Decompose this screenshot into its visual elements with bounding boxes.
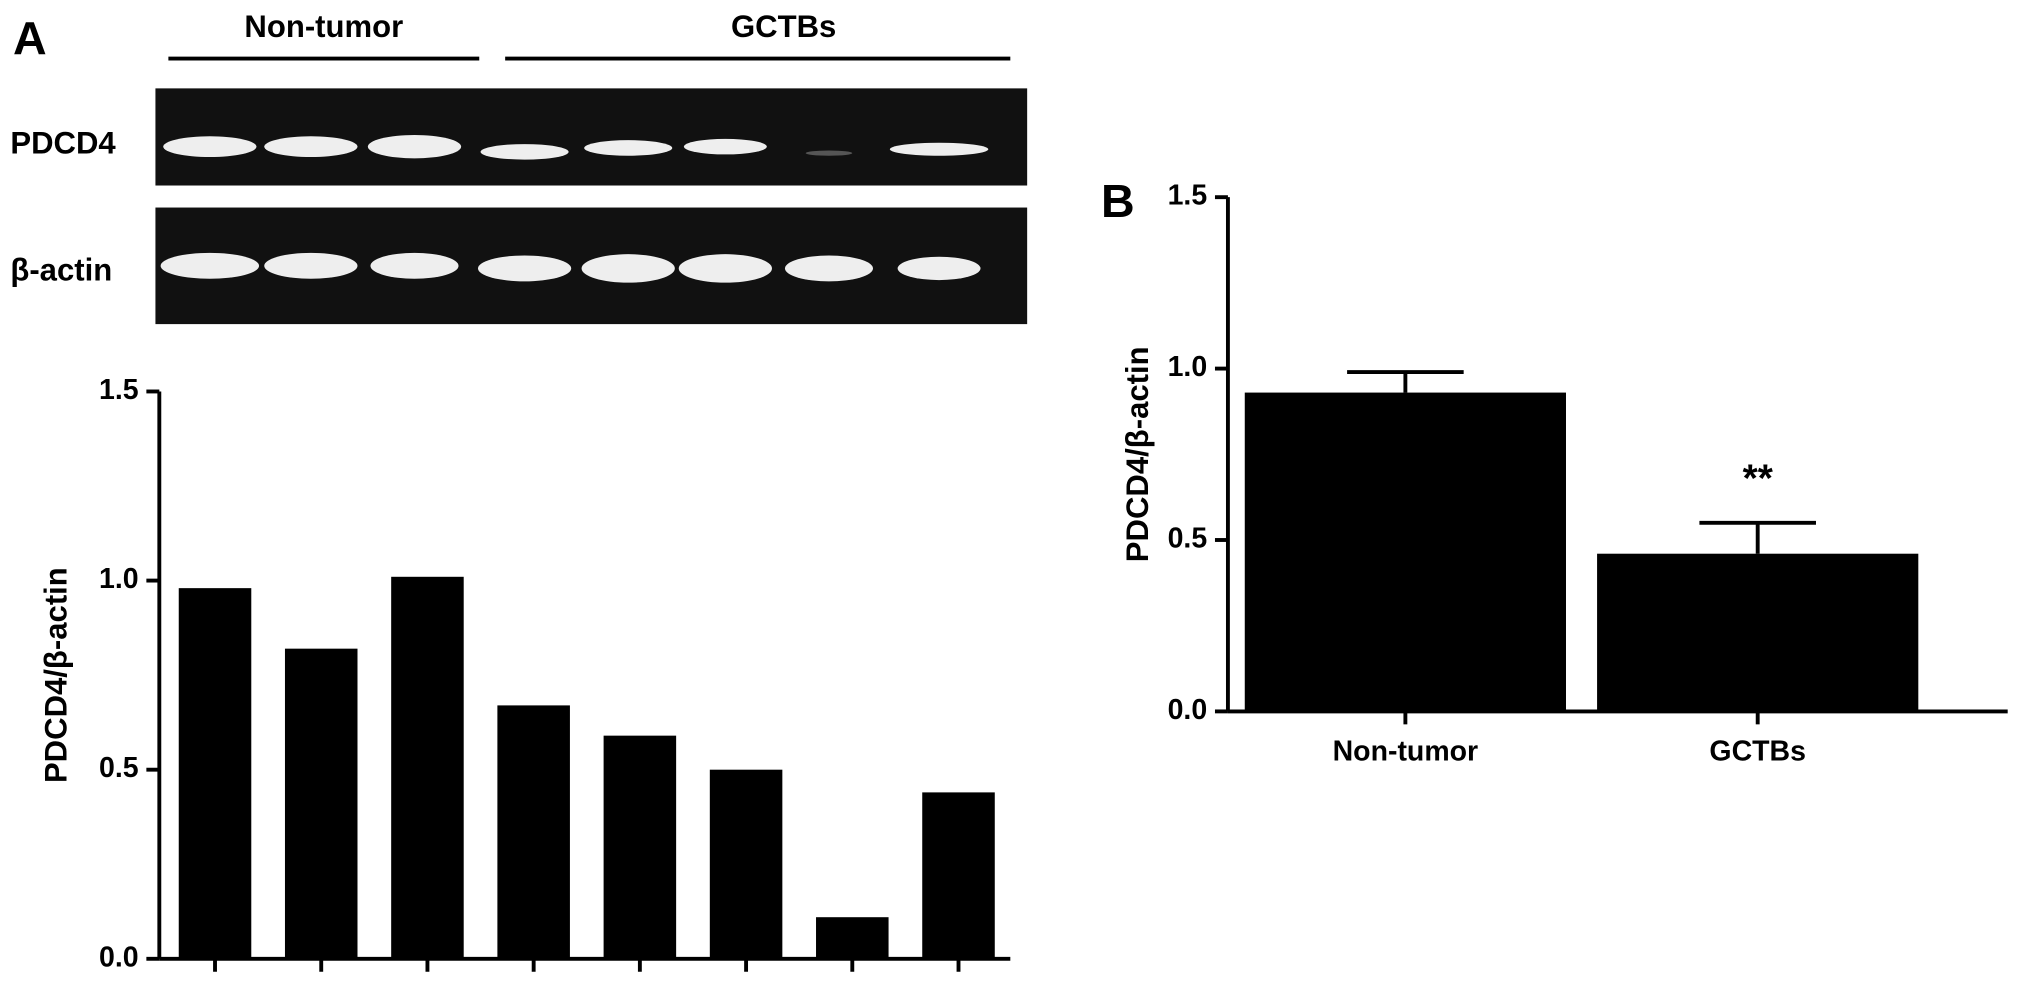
y-tick-label: 0.0 xyxy=(99,941,139,973)
band xyxy=(678,254,772,283)
bar xyxy=(922,792,995,959)
band xyxy=(889,142,989,156)
y-axis-label: PDCD4/β-actin xyxy=(38,567,73,783)
panel-letter: A xyxy=(13,12,47,64)
bar xyxy=(1597,553,1919,712)
band xyxy=(160,252,260,279)
y-tick-label: 1.5 xyxy=(1168,180,1208,212)
bar xyxy=(603,735,677,959)
band xyxy=(683,138,767,155)
blot-strip xyxy=(155,88,1028,186)
band xyxy=(784,255,874,282)
x-tick-label: Non-tumor xyxy=(1333,735,1479,767)
blot-bands xyxy=(160,135,989,283)
bar xyxy=(709,769,783,959)
band xyxy=(805,150,853,156)
bar xyxy=(497,705,570,959)
bar xyxy=(1244,392,1566,712)
y-tick-label: 0.5 xyxy=(1168,523,1208,555)
band xyxy=(370,252,459,279)
group-label: Non-tumor xyxy=(244,9,403,44)
blot-row-label: β-actin xyxy=(10,253,112,288)
band xyxy=(581,254,675,283)
band xyxy=(584,140,673,156)
y-tick-label: 1.5 xyxy=(99,374,139,406)
y-tick-label: 1.0 xyxy=(1168,351,1208,383)
panel-letter: B xyxy=(1101,175,1135,227)
y-axis-label: PDCD4/β-actin xyxy=(1120,346,1155,562)
significance-label: ** xyxy=(1743,458,1774,501)
band xyxy=(897,256,981,281)
band xyxy=(480,144,569,160)
band xyxy=(163,136,257,158)
group-label: GCTBs xyxy=(731,9,836,44)
y-tick-label: 0.5 xyxy=(99,752,139,784)
blot-row-label: PDCD4 xyxy=(10,126,116,161)
band xyxy=(264,136,358,158)
band xyxy=(367,135,462,159)
y-tick-label: 0.0 xyxy=(1168,694,1208,726)
x-tick-label: GCTBs xyxy=(1709,735,1806,767)
bar xyxy=(178,588,252,959)
band xyxy=(477,255,572,282)
bar xyxy=(391,576,464,959)
y-tick-label: 1.0 xyxy=(99,563,139,595)
bar xyxy=(816,917,889,959)
bar xyxy=(284,648,358,959)
band xyxy=(264,252,358,279)
